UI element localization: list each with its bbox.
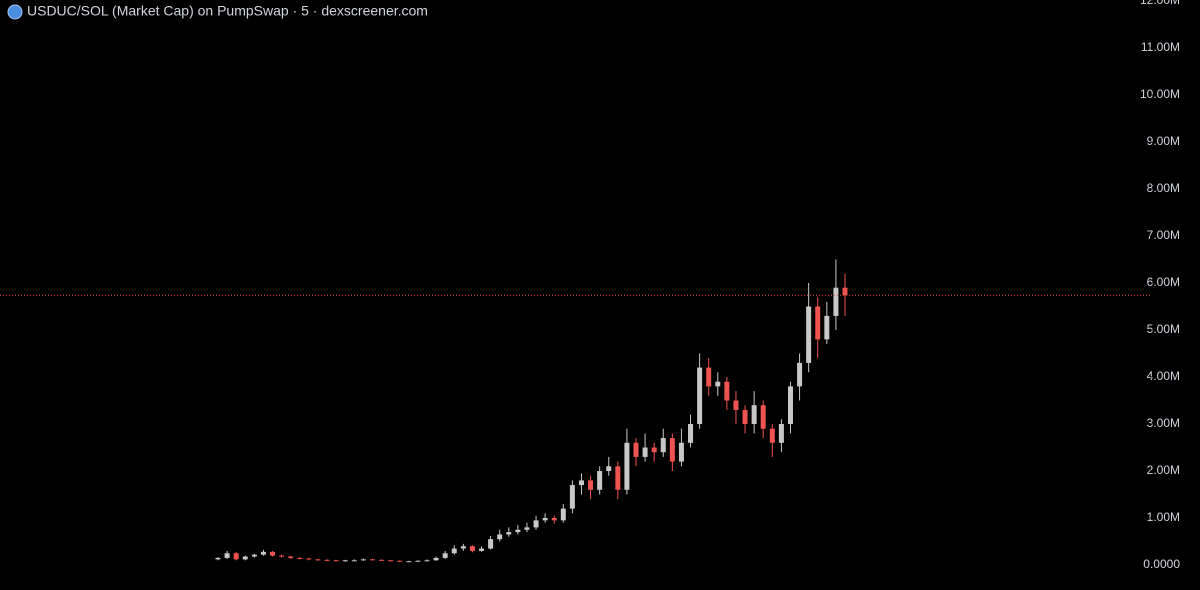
y-tick-label: 3.00M: [1147, 416, 1180, 430]
candle-body: [642, 447, 648, 457]
candle-body: [360, 559, 366, 561]
candle-body: [542, 518, 548, 521]
y-tick-label: 1.00M: [1147, 510, 1180, 524]
y-tick-label: 11.00M: [1141, 40, 1180, 54]
candle-body: [797, 362, 803, 387]
y-tick-label: 5.00M: [1147, 322, 1180, 336]
candle-body: [397, 560, 403, 562]
candle-body: [233, 553, 239, 560]
candle-body: [760, 405, 766, 429]
candle-body: [506, 532, 512, 535]
candle-body: [415, 560, 421, 562]
candle-body: [551, 518, 557, 521]
candle-body: [260, 551, 266, 555]
candle-body: [388, 560, 394, 562]
candle-body: [215, 557, 221, 560]
candle-body: [824, 315, 830, 340]
candle-body: [333, 560, 339, 562]
candle-body: [406, 561, 412, 563]
candle-body: [588, 480, 594, 490]
candle-body: [678, 442, 684, 462]
candle-body: [778, 424, 784, 443]
y-tick-label: 0.0000: [1143, 557, 1180, 571]
y-tick-label: 6.00M: [1147, 275, 1180, 289]
candle-body: [369, 559, 375, 561]
candle-body: [479, 548, 485, 551]
candle-body: [442, 553, 448, 558]
candle-body: [733, 400, 739, 410]
candle-body: [342, 560, 348, 562]
candle-body: [279, 555, 285, 557]
candle-body: [469, 546, 475, 551]
candle-body: [533, 520, 539, 528]
candle-body: [560, 508, 566, 521]
candle-body: [524, 527, 530, 530]
candle-body: [615, 466, 621, 490]
candle-body: [433, 557, 439, 561]
candle-body: [306, 558, 312, 560]
candle-body: [751, 405, 757, 424]
y-tick-label: 9.00M: [1147, 134, 1180, 148]
candle-body: [742, 409, 748, 424]
chart-title: USDUC/SOL (Market Cap) on PumpSwap · 5 ·…: [27, 3, 428, 19]
y-tick-label: 10.00M: [1140, 87, 1180, 101]
candle-body: [488, 539, 494, 549]
candle-body: [270, 551, 276, 556]
candle-body: [424, 560, 430, 562]
candle-body: [651, 447, 657, 453]
y-tick-label: 8.00M: [1147, 181, 1180, 195]
candle-body: [351, 560, 357, 562]
token-icon: [7, 4, 23, 20]
candle-body: [724, 381, 730, 401]
candle-body: [451, 548, 457, 554]
candle-body: [379, 559, 385, 561]
candle-body: [669, 438, 675, 462]
candle-body: [715, 381, 721, 387]
candle-body: [569, 485, 575, 509]
candle-body: [460, 546, 466, 549]
candle-body: [660, 438, 666, 453]
candle-body: [815, 306, 821, 340]
candle-body: [497, 534, 503, 540]
candle-body: [806, 306, 812, 363]
candle-body: [633, 442, 639, 457]
y-tick-label: 7.00M: [1147, 228, 1180, 242]
candle-body: [515, 529, 521, 533]
candle-body: [706, 367, 712, 387]
candle-body: [833, 287, 839, 316]
candle-body: [769, 428, 775, 443]
candle-body: [315, 559, 321, 561]
candle-body: [224, 553, 230, 558]
candle-body: [288, 556, 294, 558]
candle-body: [606, 466, 612, 471]
candle-body: [624, 442, 630, 490]
candle-body: [697, 367, 703, 424]
y-tick-label: 2.00M: [1147, 463, 1180, 477]
candle-body: [297, 557, 303, 559]
candle-body: [842, 287, 848, 296]
candle-body: [324, 559, 330, 561]
y-tick-label: 12.00M: [1140, 0, 1180, 7]
candle-body: [787, 386, 793, 424]
candle-body: [251, 554, 257, 557]
candle-body: [242, 556, 248, 560]
candle-body: [578, 480, 584, 486]
y-tick-label: 4.00M: [1147, 369, 1180, 383]
candle-body: [688, 424, 694, 443]
candle-body: [597, 471, 603, 490]
